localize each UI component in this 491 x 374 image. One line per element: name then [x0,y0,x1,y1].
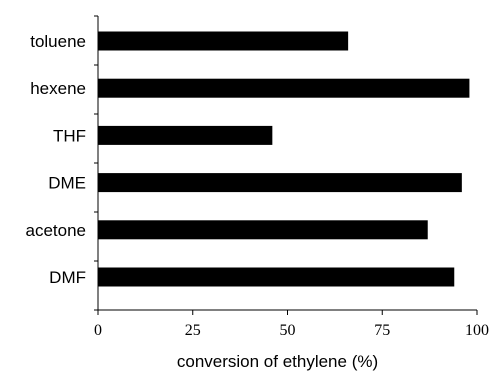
bar-thf [98,125,273,145]
category-label-dmf: DMF [49,268,86,287]
x-tick-label: 75 [374,322,390,339]
category-labels-group: toluene hexene THF DME acetone DMF [26,32,87,287]
category-label-toluene: toluene [30,32,86,51]
bar-hexene [98,78,470,98]
bars-group [98,31,470,287]
x-tick-label: 25 [185,322,201,339]
category-label-dme: DME [48,174,86,193]
x-ticks-group: 0 25 50 75 100 [94,15,489,339]
category-label-hexene: hexene [30,79,86,98]
category-label-thf: THF [53,126,86,145]
x-tick-label: 50 [280,322,296,339]
category-label-acetone: acetone [26,221,87,240]
x-axis-title: conversion of ethylene (%) [177,352,378,371]
bar-dmf [98,267,455,287]
axes-group [97,16,477,311]
bar-dme [98,173,462,193]
x-tick-label: 100 [465,322,489,339]
bar-acetone [98,220,428,240]
x-tick-label: 0 [94,322,102,339]
bar-toluene [98,31,349,51]
